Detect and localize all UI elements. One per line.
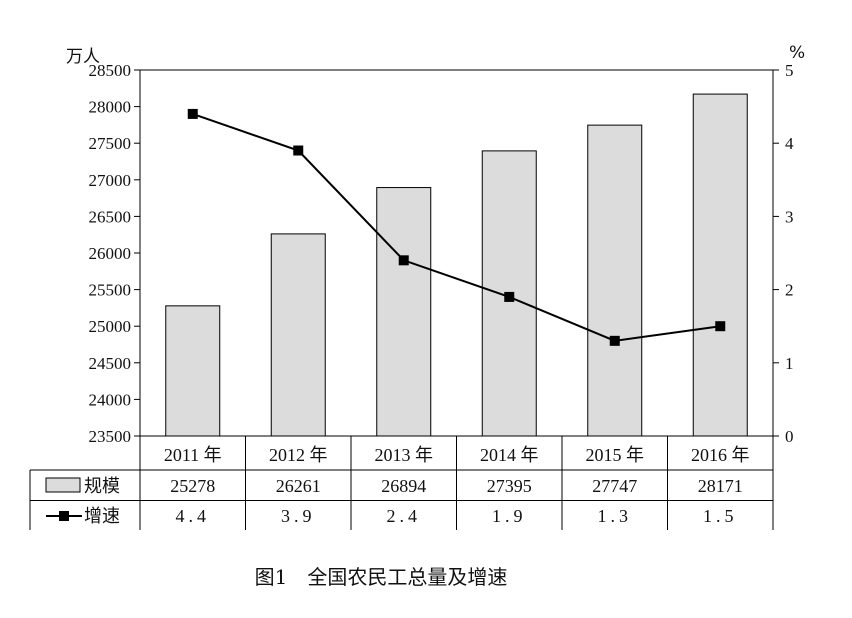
- legend-line-label: 增速: [84, 506, 120, 526]
- growth-value-label: 2.4: [387, 506, 422, 526]
- category-label: 2015 年: [586, 445, 645, 465]
- left-axis-tick-label: 28500: [89, 61, 132, 80]
- legend-line-marker: [59, 511, 69, 521]
- growth-value-label: 4.4: [176, 506, 211, 526]
- plot-frame: [139, 69, 774, 437]
- bar-value-label: 27747: [592, 476, 637, 496]
- category-label: 2013 年: [375, 445, 434, 465]
- left-axis-tick-label: 25500: [89, 281, 132, 300]
- left-axis-tick-label: 24500: [89, 354, 132, 373]
- legend-bar-swatch: [45, 477, 81, 493]
- right-axis-tick-label: 1: [785, 354, 794, 373]
- right-axis-unit: %: [789, 43, 805, 63]
- legend-bar-label: 规模: [84, 476, 120, 496]
- growth-value-label: 1.5: [703, 506, 738, 526]
- category-label: 2014 年: [480, 445, 539, 465]
- bar-1: [165, 305, 221, 437]
- growth-line: [192, 112, 721, 342]
- growth-marker-4: [504, 291, 515, 302]
- category-label: 2011 年: [164, 445, 222, 465]
- growth-value-label: 1.9: [492, 506, 527, 526]
- right-axis-tick-label: 2: [785, 281, 794, 300]
- left-axis-tick-label: 28000: [89, 98, 132, 117]
- growth-marker-5: [609, 335, 620, 346]
- left-axis-unit: 万人: [66, 47, 100, 67]
- growth-marker-3: [398, 255, 409, 266]
- category-label: 2016 年: [691, 445, 750, 465]
- bar-value-label: 26261: [276, 476, 321, 496]
- bar-5: [587, 124, 643, 437]
- bar-3: [376, 187, 432, 437]
- bar-2: [270, 233, 326, 437]
- category-label: 2012 年: [269, 445, 328, 465]
- right-axis-tick-label: 0: [785, 427, 794, 446]
- growth-marker-1: [187, 108, 198, 119]
- right-axis-tick-label: 4: [785, 134, 794, 153]
- left-axis-tick-label: 27000: [89, 171, 132, 190]
- left-axis-tick-label: 26000: [89, 244, 132, 263]
- right-axis-tick-label: 5: [785, 61, 794, 80]
- chart-caption: 图1 全国农民工总量及增速: [255, 565, 508, 589]
- bar-value-label: 26894: [381, 476, 426, 496]
- growth-marker-6: [715, 321, 726, 332]
- left-axis-tick-label: 25000: [89, 317, 132, 336]
- growth-value-label: 1.3: [598, 506, 633, 526]
- bar-value-label: 25278: [170, 476, 215, 496]
- bar-6: [692, 93, 748, 437]
- left-axis-tick-label: 23500: [89, 427, 132, 446]
- bar-value-label: 28171: [698, 476, 743, 496]
- left-axis-tick-label: 27500: [89, 134, 132, 153]
- growth-marker-2: [293, 145, 304, 156]
- bar-value-label: 27395: [487, 476, 532, 496]
- left-axis-tick-label: 26500: [89, 207, 132, 226]
- right-axis-tick-label: 3: [785, 207, 794, 226]
- left-axis-tick-label: 24000: [89, 390, 132, 409]
- growth-value-label: 3.9: [281, 506, 316, 526]
